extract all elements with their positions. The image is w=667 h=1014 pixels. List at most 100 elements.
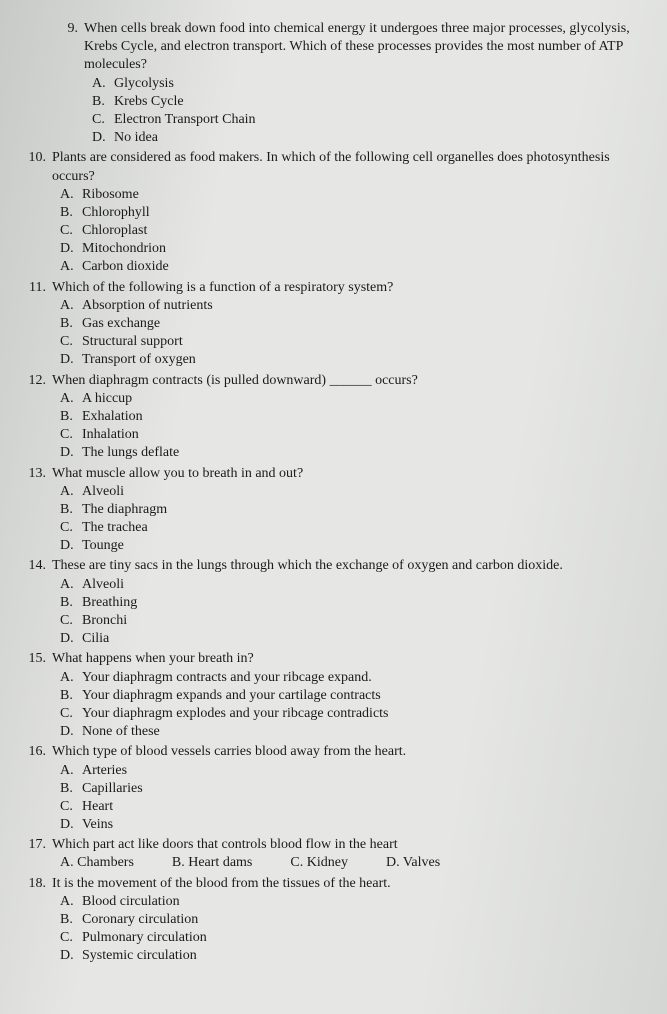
- question-text: What happens when your breath in?: [52, 650, 637, 668]
- option: D.Systemic circulation: [60, 947, 637, 965]
- option-letter: A.: [60, 576, 82, 594]
- option-letter: B.: [172, 855, 185, 870]
- option-text: Your diaphragm explodes and your ribcage…: [82, 705, 637, 723]
- option: D.Transport of oxygen: [60, 351, 637, 369]
- question-number: 9.: [52, 20, 84, 38]
- option: B.Your diaphragm expands and your cartil…: [60, 687, 637, 705]
- option: B.Exhalation: [60, 408, 637, 426]
- options: A.Your diaphragm contracts and your ribc…: [20, 669, 637, 742]
- option-letter: D.: [60, 537, 82, 555]
- option-text: Cilia: [82, 630, 637, 648]
- option-text: Carbon dioxide: [82, 258, 637, 276]
- option-letter: C.: [60, 705, 82, 723]
- option: B.Capillaries: [60, 780, 637, 798]
- option-letter: C.: [60, 426, 82, 444]
- option: D.None of these: [60, 723, 637, 741]
- question-number: 18.: [20, 875, 52, 893]
- option-letter: A.: [92, 75, 114, 93]
- options: A.Blood circulationB.Coronary circulatio…: [20, 893, 637, 966]
- options: A.ArteriesB.CapillariesC.HeartD.Veins: [20, 762, 637, 835]
- option: C.Heart: [60, 798, 637, 816]
- options: A.A hiccupB.ExhalationC.InhalationD.The …: [20, 390, 637, 463]
- option: D.No idea: [92, 129, 637, 147]
- option-letter: B.: [60, 408, 82, 426]
- option-letter: A.: [60, 258, 82, 276]
- option-text: Gas exchange: [82, 315, 637, 333]
- option-text: No idea: [114, 129, 637, 147]
- question: 14.These are tiny sacs in the lungs thro…: [20, 557, 637, 648]
- option-text: Chlorophyll: [82, 204, 637, 222]
- question-number: 10.: [20, 149, 52, 167]
- option-text: Transport of oxygen: [82, 351, 637, 369]
- option: B. Heart dams: [172, 854, 253, 872]
- option-letter: D.: [60, 444, 82, 462]
- question-number: 15.: [20, 650, 52, 668]
- question: 11.Which of the following is a function …: [20, 279, 637, 370]
- option: C.Chloroplast: [60, 222, 637, 240]
- option-text: Krebs Cycle: [114, 93, 637, 111]
- option-letter: B.: [60, 315, 82, 333]
- question: 17.Which part act like doors that contro…: [20, 836, 637, 872]
- option-letter: B.: [92, 93, 114, 111]
- option: A.Ribosome: [60, 186, 637, 204]
- option: B.The diaphragm: [60, 501, 637, 519]
- option-letter: D.: [60, 723, 82, 741]
- option: A.Your diaphragm contracts and your ribc…: [60, 669, 637, 687]
- question-text: When cells break down food into chemical…: [84, 20, 637, 75]
- option-letter: A.: [60, 762, 82, 780]
- question: 12.When diaphragm contracts (is pulled d…: [20, 372, 637, 463]
- option-text: Systemic circulation: [82, 947, 637, 965]
- option-text: Heart: [82, 798, 637, 816]
- option-text: The diaphragm: [82, 501, 637, 519]
- option: D. Valves: [386, 854, 440, 872]
- option-letter: D.: [60, 351, 82, 369]
- option-letter: D.: [60, 240, 82, 258]
- option: C.Bronchi: [60, 612, 637, 630]
- option-letter: B.: [60, 594, 82, 612]
- question-text: Which part act like doors that controls …: [52, 836, 637, 854]
- option: D.Cilia: [60, 630, 637, 648]
- option-text: Veins: [82, 816, 637, 834]
- option-letter: C.: [60, 333, 82, 351]
- question-number: 13.: [20, 465, 52, 483]
- option-letter: A.: [60, 893, 82, 911]
- option-letter: B.: [60, 501, 82, 519]
- option-text: Valves: [403, 855, 440, 870]
- option-letter: C.: [60, 222, 82, 240]
- option-text: A hiccup: [82, 390, 637, 408]
- option-letter: C.: [60, 519, 82, 537]
- question: 15.What happens when your breath in?A.Yo…: [20, 650, 637, 741]
- option-text: Bronchi: [82, 612, 637, 630]
- option: C.The trachea: [60, 519, 637, 537]
- options: A.RibosomeB.ChlorophyllC.ChloroplastD.Mi…: [20, 186, 637, 277]
- exam-page: 9.When cells break down food into chemic…: [0, 0, 667, 1014]
- option-text: Tounge: [82, 537, 637, 555]
- option-letter: D.: [92, 129, 114, 147]
- option: A.Alveoli: [60, 483, 637, 501]
- option-letter: D.: [60, 947, 82, 965]
- option: A.Blood circulation: [60, 893, 637, 911]
- question-number: 12.: [20, 372, 52, 390]
- option-text: Absorption of nutrients: [82, 297, 637, 315]
- option-text: Glycolysis: [114, 75, 637, 93]
- option: C.Your diaphragm explodes and your ribca…: [60, 705, 637, 723]
- option: D.Mitochondrion: [60, 240, 637, 258]
- option-text: Arteries: [82, 762, 637, 780]
- option-text: Your diaphragm expands and your cartilag…: [82, 687, 637, 705]
- question: 13.What muscle allow you to breath in an…: [20, 465, 637, 556]
- option-text: Electron Transport Chain: [114, 111, 637, 129]
- question-text: These are tiny sacs in the lungs through…: [52, 557, 637, 575]
- option-text: Pulmonary circulation: [82, 929, 637, 947]
- option: B.Gas exchange: [60, 315, 637, 333]
- option: C.Structural support: [60, 333, 637, 351]
- question-text: When diaphragm contracts (is pulled down…: [52, 372, 637, 390]
- option-text: Ribosome: [82, 186, 637, 204]
- options: A.AlveoliB.BreathingC.BronchiD.Cilia: [20, 576, 637, 649]
- option-text: Capillaries: [82, 780, 637, 798]
- option-text: Chloroplast: [82, 222, 637, 240]
- option-letter: A.: [60, 483, 82, 501]
- option: B.Breathing: [60, 594, 637, 612]
- question-text: What muscle allow you to breath in and o…: [52, 465, 637, 483]
- question-text: Which of the following is a function of …: [52, 279, 637, 297]
- option-letter: C.: [60, 929, 82, 947]
